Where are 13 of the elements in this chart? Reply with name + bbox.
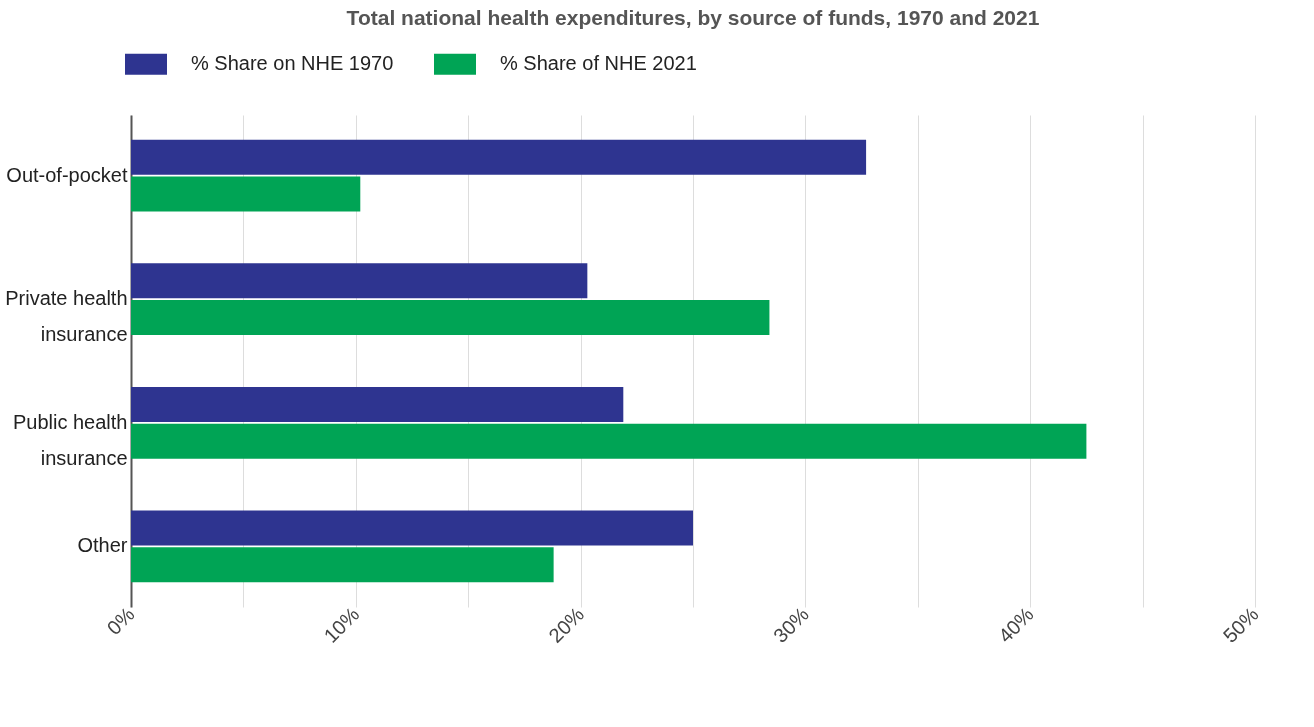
y-tick-label: Public health insurance [12, 410, 128, 469]
y-tick-label: Out-of-pocket [6, 163, 128, 186]
x-tick-label: 20% [544, 602, 589, 647]
chart-title: Total national health expenditures, by source of funds, 1970 and 2021 [346, 6, 1040, 29]
y-tick-label: Other [77, 534, 128, 557]
x-tick-label: 40% [993, 602, 1038, 647]
y-tick-label: Private health insurance [5, 287, 128, 346]
x-tick-label: 0% [102, 602, 139, 640]
x-tick-label: 30% [769, 602, 814, 647]
legend-label: % Share of NHE 2021 [500, 52, 697, 75]
x-tick-label: 50% [1218, 602, 1263, 647]
x-tick-label: 10% [319, 602, 364, 647]
legend-label: % Share on NHE 1970 [191, 52, 394, 75]
